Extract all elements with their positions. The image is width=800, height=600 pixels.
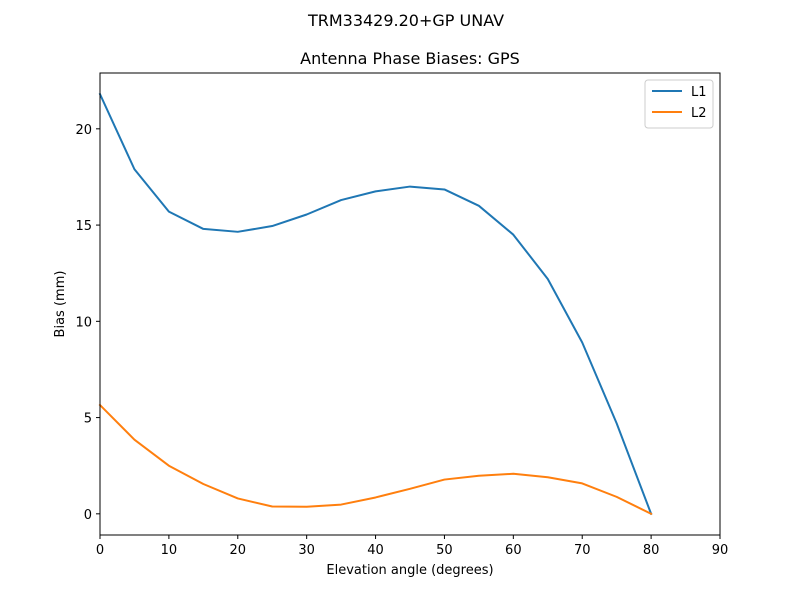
- x-axis-label: Elevation angle (degrees): [326, 563, 493, 578]
- x-tick-label: 20: [230, 543, 247, 558]
- x-tick-label: 10: [161, 543, 178, 558]
- axes-frame: [99, 72, 721, 536]
- plot-background: [100, 73, 720, 535]
- x-tick-label: 90: [712, 543, 729, 558]
- legend-label-l1: L1: [691, 85, 707, 100]
- chart-title: Antenna Phase Biases: GPS: [300, 49, 520, 68]
- y-tick-label: 5: [84, 412, 92, 427]
- legend-label-l2: L2: [691, 106, 707, 121]
- x-tick-label: 60: [505, 543, 522, 558]
- x-tick-label: 0: [96, 543, 104, 558]
- y-tick-label: 10: [75, 315, 92, 330]
- x-tick-label: 70: [574, 543, 591, 558]
- y-tick-label: 20: [75, 123, 92, 138]
- x-tick-label: 40: [367, 543, 384, 558]
- y-tick-label: 15: [75, 219, 92, 234]
- x-tick-label: 80: [643, 543, 660, 558]
- x-tick-label: 30: [298, 543, 315, 558]
- y-axis-label: Bias (mm): [53, 271, 68, 338]
- series-line-l1: [98, 92, 653, 516]
- y-tick-label: 0: [84, 508, 92, 523]
- figure-suptitle: TRM33429.20+GP UNAV: [307, 11, 504, 30]
- series-line-l2: [98, 403, 653, 516]
- x-tick-label: 50: [436, 543, 453, 558]
- plot-area: 0 10 20 30 40 50 60 70 80 90 0 5 10 15 20 L1 L2: [75, 72, 729, 558]
